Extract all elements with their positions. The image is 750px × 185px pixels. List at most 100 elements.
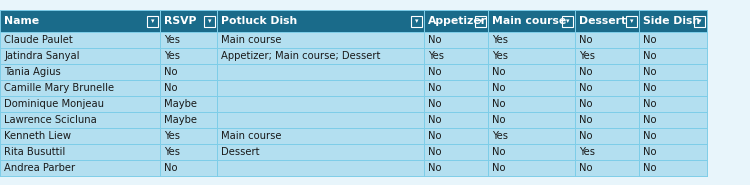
Bar <box>160 10 217 32</box>
Text: No: No <box>579 67 592 77</box>
Text: No: No <box>643 115 656 125</box>
Bar <box>488 96 575 112</box>
Bar <box>639 112 707 128</box>
Bar <box>639 96 707 112</box>
Bar <box>639 64 707 80</box>
Bar <box>424 128 488 144</box>
Bar <box>639 144 707 160</box>
Text: Kenneth Liew: Kenneth Liew <box>4 131 71 141</box>
Bar <box>0 0 750 10</box>
Bar <box>217 48 424 64</box>
Text: Potluck Dish: Potluck Dish <box>221 16 297 26</box>
Bar <box>0 144 160 160</box>
Text: No: No <box>428 99 442 109</box>
Bar <box>575 80 639 96</box>
Text: No: No <box>492 83 506 93</box>
Bar <box>488 144 575 160</box>
Text: Jatindra Sanyal: Jatindra Sanyal <box>4 51 80 61</box>
Text: No: No <box>643 147 656 157</box>
Text: Yes: Yes <box>492 51 508 61</box>
Bar <box>424 10 488 32</box>
Text: No: No <box>428 67 442 77</box>
Bar <box>160 48 217 64</box>
Text: No: No <box>643 67 656 77</box>
Text: No: No <box>428 115 442 125</box>
Bar <box>160 96 217 112</box>
Text: No: No <box>492 163 506 173</box>
Text: No: No <box>579 115 592 125</box>
Text: No: No <box>428 131 442 141</box>
Bar <box>575 144 639 160</box>
Text: No: No <box>643 131 656 141</box>
Bar <box>0 160 160 176</box>
Text: Yes: Yes <box>164 131 180 141</box>
Text: No: No <box>164 67 178 77</box>
Text: Camille Mary Brunelle: Camille Mary Brunelle <box>4 83 114 93</box>
Text: Main course: Main course <box>221 131 281 141</box>
Bar <box>488 128 575 144</box>
Bar <box>160 144 217 160</box>
Text: No: No <box>579 131 592 141</box>
Text: No: No <box>643 163 656 173</box>
Text: Lawrence Scicluna: Lawrence Scicluna <box>4 115 97 125</box>
Text: Yes: Yes <box>579 51 595 61</box>
Text: Main course: Main course <box>221 35 281 45</box>
Bar <box>217 160 424 176</box>
Bar <box>411 16 422 26</box>
Text: No: No <box>643 51 656 61</box>
Bar <box>217 128 424 144</box>
Text: No: No <box>428 35 442 45</box>
Text: Yes: Yes <box>428 51 444 61</box>
Bar <box>575 10 639 32</box>
Bar <box>160 64 217 80</box>
Bar <box>204 16 215 26</box>
Text: ▾: ▾ <box>630 18 633 24</box>
Bar <box>424 96 488 112</box>
Bar <box>424 144 488 160</box>
Text: Yes: Yes <box>492 131 508 141</box>
Bar <box>160 80 217 96</box>
Bar <box>217 64 424 80</box>
Text: No: No <box>643 83 656 93</box>
Text: Maybe: Maybe <box>164 115 197 125</box>
Text: No: No <box>428 83 442 93</box>
Bar <box>0 48 160 64</box>
Text: No: No <box>428 147 442 157</box>
Text: No: No <box>643 35 656 45</box>
Bar <box>160 128 217 144</box>
Bar <box>424 160 488 176</box>
Bar <box>217 96 424 112</box>
Bar <box>0 64 160 80</box>
Text: No: No <box>428 163 442 173</box>
Bar <box>0 96 160 112</box>
Bar <box>575 32 639 48</box>
Bar <box>160 32 217 48</box>
Text: No: No <box>492 115 506 125</box>
Bar <box>424 80 488 96</box>
Text: ▾: ▾ <box>208 18 212 24</box>
Bar <box>639 48 707 64</box>
Bar <box>488 112 575 128</box>
Text: Dominique Monjeau: Dominique Monjeau <box>4 99 104 109</box>
Text: Side Dish: Side Dish <box>643 16 700 26</box>
Bar <box>639 128 707 144</box>
Bar <box>488 10 575 32</box>
Bar <box>488 160 575 176</box>
Text: Rita Busuttil: Rita Busuttil <box>4 147 65 157</box>
Text: No: No <box>579 35 592 45</box>
Bar <box>424 64 488 80</box>
Text: ▾: ▾ <box>566 18 569 24</box>
Bar <box>0 10 160 32</box>
Bar <box>488 80 575 96</box>
Text: No: No <box>579 83 592 93</box>
Bar <box>488 64 575 80</box>
Bar <box>575 128 639 144</box>
Bar <box>147 16 158 26</box>
Text: Yes: Yes <box>579 147 595 157</box>
Text: Dessert: Dessert <box>221 147 260 157</box>
Bar <box>562 16 573 26</box>
Bar <box>160 112 217 128</box>
Text: No: No <box>164 83 178 93</box>
Text: No: No <box>164 163 178 173</box>
Bar <box>160 160 217 176</box>
